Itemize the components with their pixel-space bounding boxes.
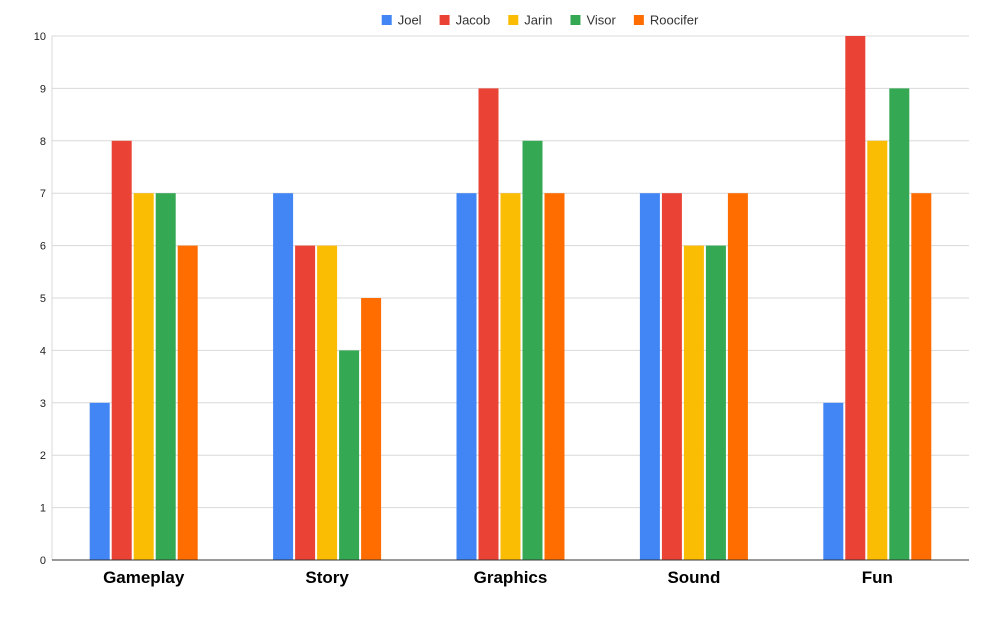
bar-jarin-graphics (500, 193, 521, 560)
legend-label-jarin: Jarin (524, 13, 552, 28)
bar-visor-graphics (522, 140, 543, 561)
bar-visor-story (339, 350, 360, 560)
bar-roocifer-sound (727, 193, 748, 560)
y-tick-label: 3 (40, 398, 46, 410)
bar-roocifer-graphics (544, 193, 565, 560)
y-tick-label: 2 (40, 450, 46, 462)
y-tick-label: 6 (40, 241, 46, 253)
bar-roocifer-fun (911, 193, 932, 560)
x-tick-label-sound: Sound (667, 568, 720, 587)
y-tick-label: 10 (34, 31, 46, 43)
bar-roocifer-story (361, 298, 382, 560)
bar-visor-gameplay (155, 193, 176, 560)
legend-label-visor: Visor (586, 13, 616, 28)
legend-swatch-jacob (439, 15, 450, 25)
bar-jacob-gameplay (111, 140, 132, 561)
x-tick-label-fun: Fun (862, 568, 893, 587)
bar-jarin-gameplay (133, 193, 154, 560)
legend-label-roocifer: Roocifer (650, 13, 699, 28)
legend-swatch-jarin (508, 15, 519, 25)
legend-swatch-roocifer (633, 15, 644, 25)
bars (89, 36, 932, 561)
bar-jacob-graphics (478, 88, 499, 561)
bar-jacob-sound (661, 193, 682, 560)
bar-joel-fun (823, 402, 844, 560)
legend: Joel Jacob Jarin Visor Roocifer (381, 13, 699, 28)
x-tick-label-gameplay: Gameplay (103, 568, 185, 587)
y-tick-label: 5 (40, 293, 46, 305)
x-tick-label-story: Story (305, 568, 349, 587)
y-tick-label: 7 (40, 188, 46, 200)
y-tick-label: 0 (40, 555, 46, 567)
bar-jarin-sound (683, 245, 704, 560)
bar-joel-gameplay (89, 402, 110, 560)
bar-visor-fun (889, 88, 910, 561)
y-tick-label: 8 (40, 136, 46, 148)
y-tick-label: 1 (40, 503, 46, 515)
legend-swatch-joel (381, 15, 392, 25)
bar-joel-story (273, 193, 294, 560)
bar-joel-sound (639, 193, 660, 560)
bar-jacob-fun (845, 36, 866, 560)
bar-roocifer-gameplay (177, 245, 198, 560)
y-tick-label: 4 (40, 345, 46, 357)
legend-swatch-visor (570, 15, 581, 25)
legend-label-jacob: Jacob (456, 13, 491, 28)
bar-jarin-fun (867, 140, 888, 561)
bar-joel-graphics (456, 193, 477, 560)
legend-label-joel: Joel (398, 13, 422, 28)
bar-jacob-story (295, 245, 316, 560)
y-axis-ticks: 0 1 2 3 4 5 6 7 8 9 10 (34, 31, 46, 567)
bar-jarin-story (317, 245, 338, 560)
bar-visor-sound (705, 245, 726, 560)
x-tick-label-graphics: Graphics (474, 568, 548, 587)
y-tick-label: 9 (40, 83, 46, 95)
x-axis-labels: Gameplay Story Graphics Sound Fun (103, 568, 893, 587)
